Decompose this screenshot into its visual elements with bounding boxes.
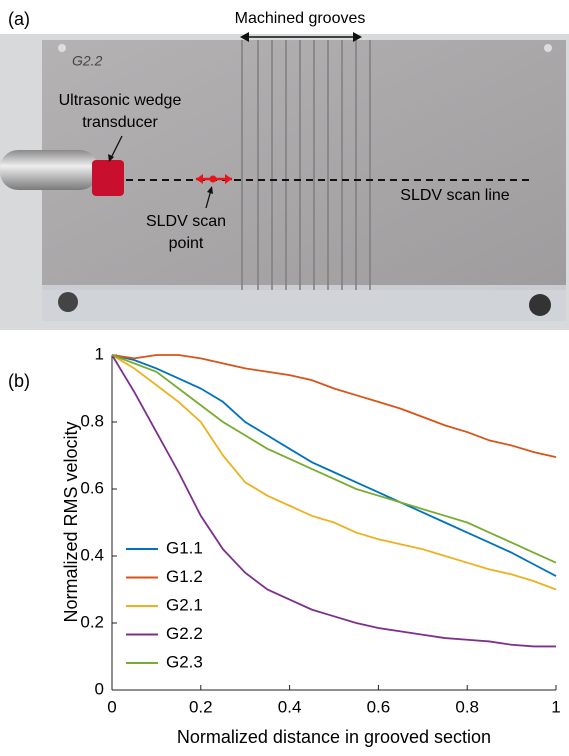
transducer-label: Ultrasonic wedge [59, 92, 182, 109]
legend-label: G2.2 [166, 624, 203, 643]
transducer-cable [0, 150, 98, 190]
y-tick-label: 0.4 [80, 545, 104, 564]
scan-point-label: point [169, 235, 204, 252]
pointer-head [207, 186, 213, 194]
legend-label: G2.3 [166, 652, 203, 671]
x-tick-label: 1 [551, 697, 560, 716]
pointer-head [108, 154, 114, 162]
x-tick-label: 0.4 [278, 697, 302, 716]
screw [58, 44, 66, 52]
series-line [111, 354, 556, 648]
series-line [111, 354, 557, 564]
x-axis-label: Normalized distance in grooved section [177, 727, 491, 747]
series-line [111, 354, 557, 591]
y-tick-label: 0.8 [80, 411, 104, 430]
screw [544, 44, 552, 52]
scan-point-label: SLDV scan [146, 213, 226, 230]
plate [42, 40, 566, 290]
x-tick-label: 0.2 [189, 697, 213, 716]
base [42, 285, 566, 321]
legend-label: G1.2 [166, 567, 203, 586]
x-tick-label: 0 [107, 697, 116, 716]
y-tick-label: 0 [95, 679, 104, 698]
panel-label: (b) [8, 371, 30, 391]
plate-marking: G2.2 [72, 53, 103, 69]
chart: (b) Normalized distance in grooved secti… [8, 344, 561, 746]
photo: (a) Machined grooves G2.2 Ultrasonic wed… [0, 9, 569, 330]
scan-point [209, 175, 217, 183]
series-line [111, 354, 557, 459]
x-tick-label: 0.6 [367, 697, 391, 716]
panel-label: (a) [8, 9, 30, 29]
y-axis-label: Normalized RMS velocity [61, 421, 81, 622]
legend-label: G2.1 [166, 595, 203, 614]
grooves-label: Machined grooves [235, 10, 366, 27]
foot [58, 292, 78, 312]
transducer [92, 160, 124, 196]
y-tick-label: 0.2 [80, 612, 104, 631]
scan-line-label: SLDV scan line [400, 187, 509, 204]
y-tick-label: 0.6 [80, 478, 104, 497]
grooves [241, 40, 371, 290]
x-tick-label: 0.8 [455, 697, 479, 716]
legend-label: G1.1 [166, 538, 203, 557]
series-line [111, 354, 557, 577]
foot [529, 294, 551, 316]
pointer [110, 135, 123, 159]
y-tick-label: 1 [95, 344, 104, 363]
transducer-label: transducer [82, 114, 158, 131]
